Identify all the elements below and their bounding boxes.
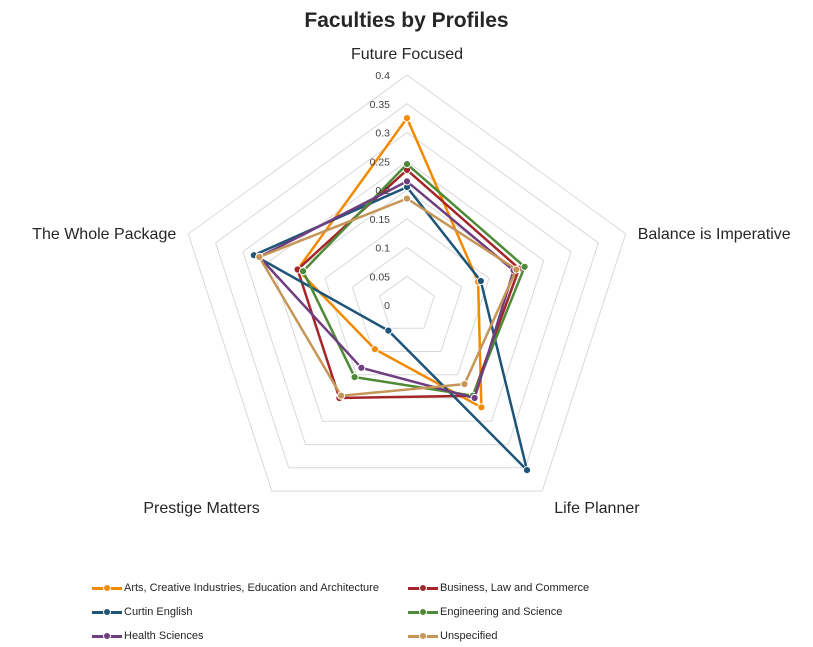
- axis-label: Balance is Imperative: [638, 226, 791, 243]
- grid-ring: [215, 103, 599, 469]
- series-point: [337, 391, 346, 400]
- chart-title: Faculties by Profiles: [304, 9, 509, 32]
- tick-label: 0.2: [375, 185, 390, 197]
- legend-swatch: [408, 630, 438, 642]
- series-point: [522, 466, 532, 475]
- legend-item: Unspecified: [408, 628, 497, 644]
- series-layer: [249, 114, 532, 475]
- series-point: [402, 177, 412, 186]
- grid-ring: [187, 74, 627, 492]
- tick-label: 0.25: [370, 156, 391, 168]
- grid-ring: [351, 246, 463, 352]
- legend-swatch: [408, 582, 438, 594]
- series-point: [350, 373, 359, 382]
- tick-label: 0.1: [375, 243, 390, 255]
- legend-item: Health Sciences: [92, 628, 204, 644]
- legend-item: Curtin English: [92, 604, 192, 620]
- series-point: [476, 276, 485, 286]
- series-line: [301, 162, 526, 397]
- grid-ring: [242, 131, 572, 446]
- legend-label: Health Sciences: [124, 630, 204, 642]
- series-point: [299, 267, 308, 276]
- series-point: [402, 194, 412, 203]
- axis-label: Future Focused: [351, 46, 463, 63]
- series-point: [370, 345, 379, 354]
- legend-swatch: [92, 630, 122, 642]
- series-point: [477, 403, 486, 412]
- tick-label: 0.05: [370, 271, 391, 283]
- tick-label: 0.35: [370, 99, 391, 111]
- legend-label: Arts, Creative Industries, Education and…: [124, 582, 379, 594]
- legend-swatch: [408, 606, 438, 618]
- series-point: [255, 252, 264, 262]
- series-line: [296, 116, 483, 409]
- legend-item: Business, Law and Commerce: [408, 580, 589, 596]
- grid-ring: [324, 218, 490, 376]
- tick-label: 0: [384, 300, 390, 312]
- series-line: [258, 197, 518, 397]
- legend-swatch: [92, 582, 122, 594]
- legend-label: Business, Law and Commerce: [440, 582, 590, 594]
- series-point: [512, 265, 521, 274]
- legend-item: Arts, Creative Industries, Education and…: [92, 580, 379, 596]
- series-point: [402, 114, 412, 123]
- series-point: [520, 262, 529, 271]
- legend-swatch: [92, 606, 122, 618]
- series-line: [252, 185, 529, 472]
- legend-label: Curtin English: [124, 606, 193, 618]
- series-point: [384, 326, 393, 335]
- axis-label: Life Planner: [554, 500, 640, 517]
- tick-label: 0.4: [375, 70, 390, 82]
- grid-layer: [187, 74, 627, 492]
- tick-label: 0.3: [375, 128, 390, 140]
- series-line: [296, 168, 521, 400]
- series-point: [402, 160, 412, 169]
- tick-label: 0.15: [370, 214, 391, 226]
- series-point: [470, 393, 479, 403]
- axis-label: Prestige Matters: [143, 500, 259, 517]
- series-point: [460, 380, 469, 389]
- series-point: [357, 363, 366, 372]
- legend-label: Unspecified: [440, 630, 498, 642]
- label-layer: 0 0.05 0.1 0.15 0.2 0.25 0.3 0.35 0.4 Future Focu…: [32, 46, 791, 517]
- legend-label: Engineering and Science: [440, 606, 563, 618]
- legend-item: Engineering and Science: [408, 604, 562, 620]
- axis-label: The Whole Package: [32, 226, 176, 243]
- grid-ring: [379, 275, 435, 329]
